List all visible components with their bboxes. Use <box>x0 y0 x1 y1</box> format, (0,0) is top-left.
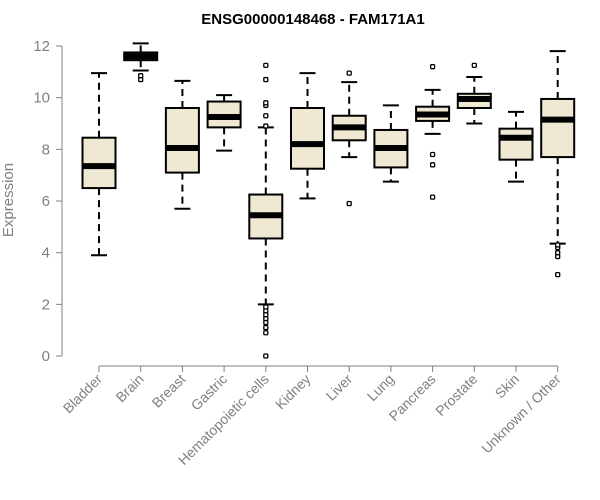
box-group <box>248 62 284 359</box>
x-tick-label: Prostate <box>432 371 480 419</box>
y-tick-label: 12 <box>33 38 50 55</box>
y-axis-label: Expression <box>0 163 17 237</box>
box-group <box>290 72 325 200</box>
chart-title: ENSG00000148468 - FAM171A1 <box>201 11 424 28</box>
outlier-point <box>263 62 269 69</box>
outlier-point <box>263 304 269 310</box>
outlier-point <box>263 76 269 83</box>
box <box>540 97 576 159</box>
y-tick-label: 0 <box>42 348 50 365</box>
box-group <box>81 72 117 257</box>
outlier-point <box>429 162 436 168</box>
outlier-point <box>429 64 436 70</box>
outlier-point <box>346 200 352 207</box>
outlier-point <box>263 353 269 359</box>
box <box>498 127 534 161</box>
outlier-point <box>138 73 144 79</box>
y-tick-label: 8 <box>42 141 50 158</box>
y-tick-label: 2 <box>42 296 50 313</box>
outlier-point <box>429 194 436 200</box>
box-group <box>206 94 242 152</box>
x-tick-label: Brain <box>112 371 146 405</box>
x-tick-label: Bladder <box>60 371 106 417</box>
box-group <box>373 104 409 183</box>
box-group <box>415 64 451 200</box>
box <box>290 107 325 170</box>
outlier-point <box>555 250 561 256</box>
outlier-point <box>263 330 269 336</box>
x-tick-label: Skin <box>492 371 523 402</box>
y-tick-label: 10 <box>33 90 50 107</box>
x-tick-label: Lung <box>364 371 397 404</box>
x-tick-label: Liver <box>323 371 356 404</box>
outlier-point <box>555 242 561 248</box>
box-group <box>331 70 367 207</box>
box-group <box>540 50 576 278</box>
outlier-point <box>429 151 436 158</box>
y-tick-label: 6 <box>42 193 50 210</box>
box-group <box>456 62 492 125</box>
outlier-point <box>471 62 477 69</box>
outlier-point <box>263 100 269 106</box>
box-group <box>123 42 159 83</box>
x-tick-label: Unknown / Other <box>478 371 564 457</box>
y-tick-label: 4 <box>42 245 50 262</box>
outlier-point <box>263 123 269 129</box>
x-tick-label: Kidney <box>272 371 314 413</box>
box-group <box>498 110 534 183</box>
x-tick-label: Breast <box>149 371 189 411</box>
box <box>164 107 200 174</box>
box <box>81 136 117 190</box>
outlier-point <box>555 271 561 278</box>
outlier-point <box>263 113 269 119</box>
outlier-point <box>346 70 352 76</box>
outlier-point <box>263 324 269 331</box>
axes: 0 2 4 6 8 10 12 <box>33 38 559 372</box>
boxes <box>81 42 576 359</box>
box-group <box>164 79 200 210</box>
